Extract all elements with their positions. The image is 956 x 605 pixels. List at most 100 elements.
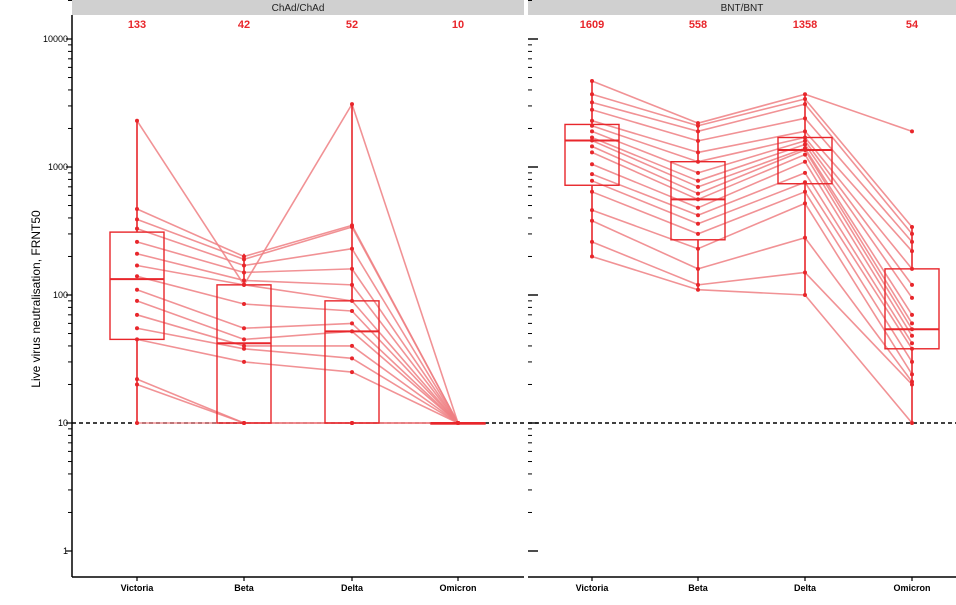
participant-line bbox=[351, 103, 459, 424]
data-point bbox=[910, 382, 914, 387]
participant-line bbox=[136, 327, 245, 350]
data-point bbox=[803, 180, 807, 185]
participant-line bbox=[804, 271, 913, 386]
data-point bbox=[696, 123, 700, 128]
participant-line bbox=[136, 227, 245, 267]
x-tick-label: Omicron bbox=[893, 583, 930, 593]
participant-line bbox=[804, 103, 913, 235]
participant-line bbox=[136, 252, 245, 282]
participant-line bbox=[591, 220, 699, 270]
data-point bbox=[803, 189, 807, 194]
data-point bbox=[590, 78, 594, 83]
participant-line bbox=[243, 347, 353, 360]
participant-line bbox=[804, 93, 913, 133]
data-point bbox=[242, 282, 246, 287]
median-value-label: 10 bbox=[452, 19, 464, 31]
data-point bbox=[696, 138, 700, 143]
data-point bbox=[350, 343, 354, 348]
data-point bbox=[803, 138, 807, 143]
participant-line bbox=[591, 139, 699, 188]
participant-line bbox=[591, 191, 699, 235]
participant-line bbox=[243, 247, 353, 267]
participant-line bbox=[591, 163, 699, 209]
participant-line bbox=[804, 149, 913, 324]
participant-line bbox=[591, 136, 699, 182]
data-point bbox=[696, 197, 700, 202]
data-point bbox=[242, 254, 246, 259]
y-axis-label: Live virus neutralisation, FRNT50 bbox=[29, 210, 43, 388]
data-point bbox=[242, 359, 246, 364]
participant-line bbox=[243, 226, 353, 261]
participant-line bbox=[136, 338, 245, 363]
participant-line bbox=[243, 322, 353, 330]
data-point bbox=[350, 356, 354, 361]
participant-line bbox=[591, 124, 699, 163]
data-point bbox=[242, 343, 246, 348]
participant-line bbox=[697, 271, 806, 286]
x-tick-label: Beta bbox=[688, 583, 709, 593]
data-point bbox=[803, 135, 807, 140]
data-point bbox=[910, 341, 914, 346]
data-point bbox=[590, 118, 594, 123]
data-point bbox=[803, 270, 807, 275]
participant-line bbox=[804, 161, 913, 337]
data-point bbox=[590, 135, 594, 140]
data-point bbox=[696, 178, 700, 183]
data-point bbox=[135, 377, 139, 382]
panel-bnt-bnt: BNT/BNT Victoria Beta Delta Omicron 1609 558 1… bbox=[528, 0, 956, 593]
participant-line bbox=[351, 371, 459, 424]
data-point bbox=[910, 266, 914, 271]
participant-line bbox=[243, 303, 353, 312]
participant-line bbox=[243, 330, 353, 341]
x-tick-label: Delta bbox=[341, 583, 364, 593]
participant-line bbox=[591, 130, 699, 174]
participant-line bbox=[351, 300, 459, 424]
data-point bbox=[590, 107, 594, 112]
data-point bbox=[696, 170, 700, 175]
participant-line bbox=[351, 322, 459, 424]
participant-line bbox=[804, 147, 913, 316]
x-tick-label: Beta bbox=[234, 583, 255, 593]
data-point bbox=[910, 327, 914, 332]
participant-line bbox=[591, 119, 699, 154]
y-tick-label: 10000 bbox=[43, 34, 68, 44]
median-value-label: 1358 bbox=[793, 19, 817, 31]
participant-line bbox=[591, 180, 699, 225]
participant-line bbox=[243, 361, 353, 373]
data-point bbox=[135, 421, 139, 425]
y-tick-label: 10 bbox=[58, 418, 68, 428]
x-tick-label: Victoria bbox=[121, 583, 155, 593]
y-tick-label: 1000 bbox=[48, 162, 68, 172]
data-point bbox=[696, 246, 700, 251]
participant-line bbox=[804, 181, 913, 350]
participant-line bbox=[697, 117, 806, 142]
data-point bbox=[590, 150, 594, 155]
participant-line bbox=[136, 383, 245, 424]
participant-line bbox=[697, 181, 806, 225]
participant-line bbox=[804, 130, 913, 252]
data-point bbox=[696, 213, 700, 218]
data-point bbox=[590, 254, 594, 259]
participant-line bbox=[697, 98, 806, 127]
data-point bbox=[803, 116, 807, 121]
data-point bbox=[135, 239, 139, 244]
data-point bbox=[590, 100, 594, 105]
data-point bbox=[135, 382, 139, 387]
participant-line bbox=[351, 310, 459, 424]
participant-line bbox=[351, 248, 459, 424]
participant-line bbox=[697, 130, 806, 154]
participant-line bbox=[591, 209, 699, 250]
data-point bbox=[803, 152, 807, 157]
participant-line bbox=[591, 80, 699, 124]
participant-line bbox=[697, 191, 806, 235]
y-tick-label: 1 bbox=[63, 546, 68, 556]
participant-line bbox=[591, 93, 699, 127]
box-iqr bbox=[324, 300, 380, 424]
participant-line bbox=[136, 275, 245, 305]
participant-line bbox=[804, 172, 913, 344]
data-point bbox=[135, 298, 139, 303]
data-point bbox=[910, 295, 914, 300]
median-value-label: 42 bbox=[238, 19, 250, 31]
data-point bbox=[910, 333, 914, 338]
data-point bbox=[803, 96, 807, 101]
